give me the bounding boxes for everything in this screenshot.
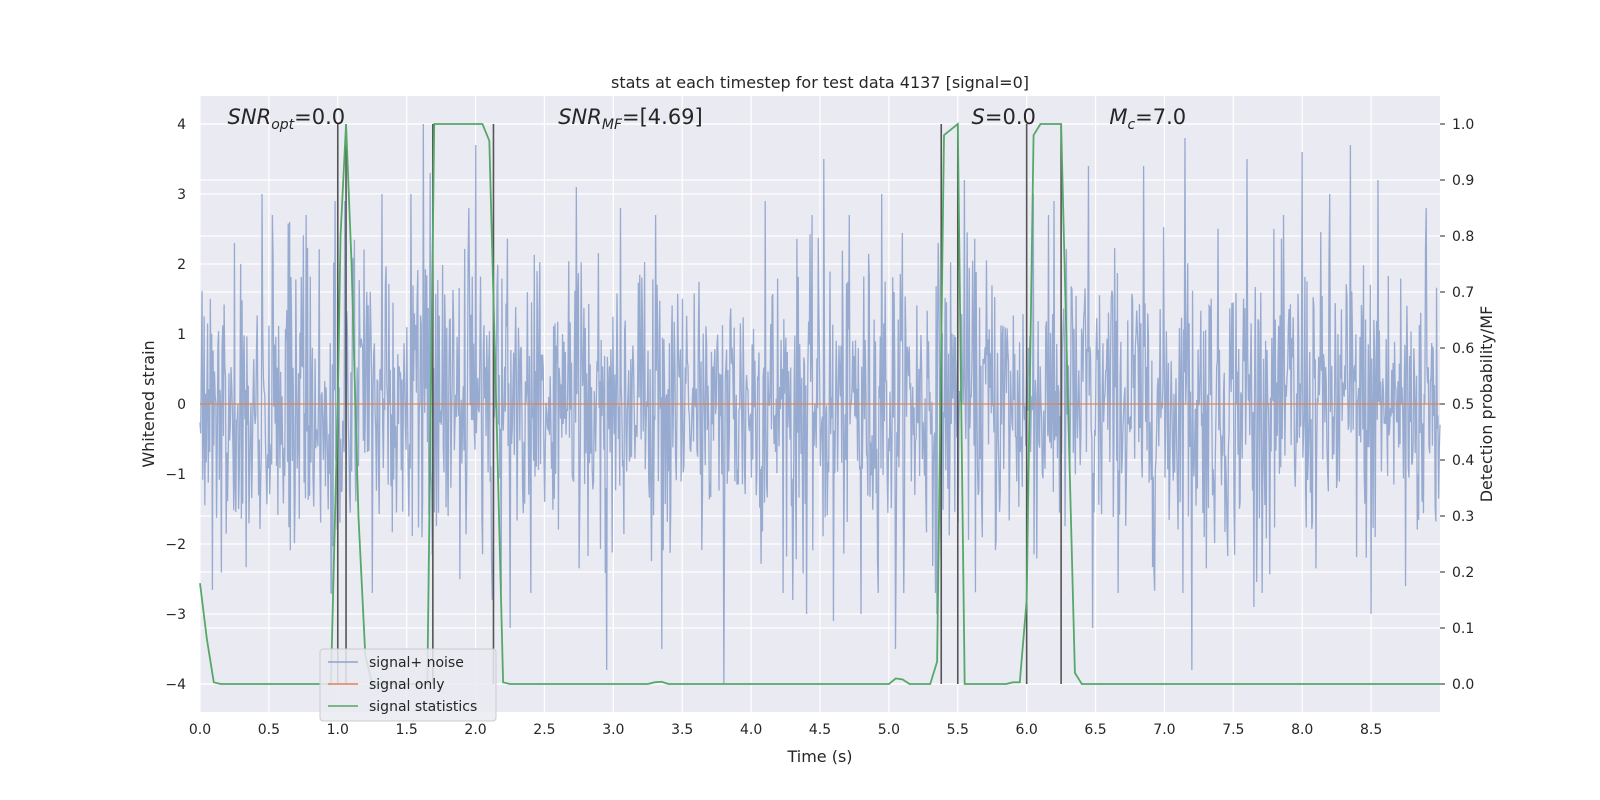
y-tick-label-left: −4 [165, 677, 186, 693]
x-tick-label: 1.0 [327, 722, 349, 738]
x-tick-label: 7.0 [1153, 722, 1175, 738]
legend: signal+ noise signal only signal statist… [319, 648, 497, 722]
x-tick-label: 2.5 [533, 722, 555, 738]
x-tick-label: 6.5 [1084, 722, 1106, 738]
signal-statistics-line [199, 122, 1440, 685]
signal-statistics-series [199, 122, 1440, 685]
y-tick-label-left: 0 [177, 397, 186, 413]
y-axis-label-left: Whitened strain [139, 340, 158, 467]
right-y-axis-ticks: 1.0 0.9 0.8 0.7 0.6 0.5 0.4 0.3 0.2 0.1 0.0 [1440, 117, 1474, 693]
y-tick-label-right: 0.9 [1452, 173, 1474, 189]
y-tick-label-left: 2 [177, 257, 186, 273]
legend-label-signal-statistics: signal statistics [369, 699, 477, 715]
y-axis-label-right: Detection probability/MF [1477, 306, 1496, 503]
y-tick-label-right: 0.0 [1452, 677, 1474, 693]
annotation-text: Mc=7.0 [1109, 105, 1186, 133]
y-tick-label-right: 0.6 [1452, 341, 1474, 357]
signal-noise-series [199, 123, 1441, 685]
y-tick-label-left: 1 [177, 327, 186, 343]
x-tick-label: 3.5 [671, 722, 693, 738]
signal-noise-line [199, 123, 1441, 685]
x-tick-label: 6.0 [1016, 722, 1038, 738]
y-tick-label-right: 0.1 [1452, 621, 1474, 637]
annotations: SNRopt=0.0 SNRMF=[4.69] S=0.0 Mc=7.0 [228, 105, 1187, 133]
legend-label-signal-only: signal only [369, 677, 444, 693]
x-axis-ticks: 0.0 0.5 1.0 1.5 2.0 2.5 3.0 3.5 4.0 4.5 5.0 5.5 6.0 6… [189, 722, 1382, 738]
y-tick-label-right: 0.4 [1452, 453, 1474, 469]
y-tick-label-right: 0.8 [1452, 229, 1474, 245]
y-tick-label-left: −1 [165, 467, 186, 483]
x-tick-label: 4.5 [809, 722, 831, 738]
legend-label-signal-noise: signal+ noise [369, 655, 464, 671]
y-tick-label-right: 0.7 [1452, 285, 1474, 301]
x-tick-label: 8.0 [1291, 722, 1313, 738]
y-tick-label-left: 3 [177, 187, 186, 203]
annotation-text: SNRMF=[4.69] [558, 105, 703, 133]
annotation-text: SNRopt=0.0 [228, 105, 346, 133]
x-tick-label: 5.5 [947, 722, 969, 738]
x-tick-label: 8.5 [1360, 722, 1382, 738]
x-tick-label: 0.5 [258, 722, 280, 738]
y-tick-label-right: 0.5 [1452, 397, 1474, 413]
y-tick-label-right: 0.2 [1452, 565, 1474, 581]
y-tick-label-right: 1.0 [1452, 117, 1474, 133]
y-tick-label-left: −2 [165, 537, 186, 553]
x-tick-label: 1.5 [396, 722, 418, 738]
x-tick-label: 2.0 [464, 722, 486, 738]
x-tick-label: 5.0 [878, 722, 900, 738]
y-tick-label-left: −3 [165, 607, 186, 623]
y-tick-label-right: 0.3 [1452, 509, 1474, 525]
y-tick-label-left: 4 [177, 117, 186, 133]
annotation-text: S=0.0 [972, 105, 1036, 129]
x-tick-label: 3.0 [602, 722, 624, 738]
x-axis-label: Time (s) [786, 747, 852, 766]
x-tick-label: 7.5 [1222, 722, 1244, 738]
legend-box [319, 648, 497, 722]
x-tick-label: 4.0 [740, 722, 762, 738]
left-y-axis-ticks: 4 3 2 1 0 −1 −2 −3 −4 [165, 117, 186, 693]
x-tick-label: 0.0 [189, 722, 211, 738]
chart-title: stats at each timestep for test data 413… [611, 73, 1029, 92]
